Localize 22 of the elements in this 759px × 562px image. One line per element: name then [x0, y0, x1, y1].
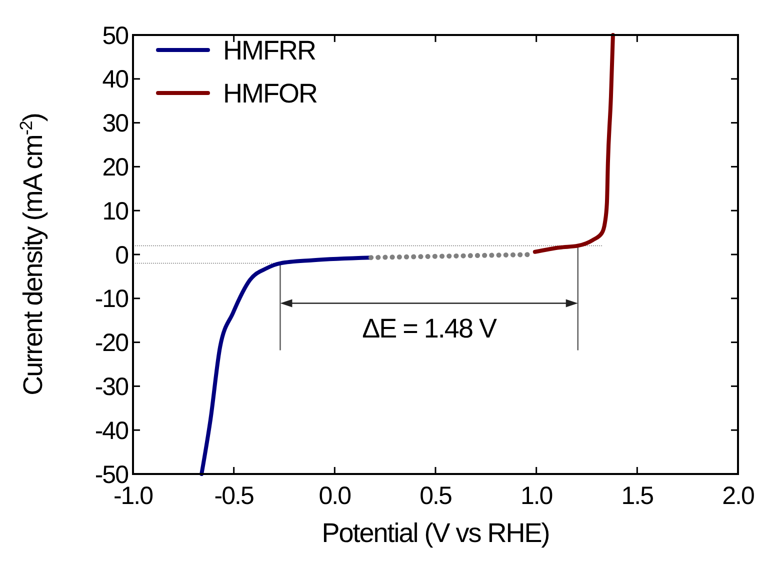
- annotation: ΔE = 1.48 V: [362, 313, 497, 344]
- y-tick-label: 0: [115, 241, 128, 270]
- x-tick-label: 1.5: [621, 482, 654, 510]
- x-tick-label: 1.0: [520, 482, 552, 510]
- y-tick-label: -40: [94, 416, 128, 445]
- x-tick-label: 0.5: [420, 482, 452, 510]
- y-tick-label: -10: [94, 285, 128, 314]
- y-tick-label: -20: [94, 329, 128, 358]
- line-series: [532, 33, 615, 254]
- x-tick-label: 2.0: [722, 482, 754, 510]
- x-tick-label: 0.0: [318, 482, 351, 510]
- x-tick-label: -1.0: [113, 482, 153, 510]
- x-axis-title: Potential (V vs RHE): [322, 518, 550, 548]
- y-tick-label: 30: [102, 110, 128, 138]
- y-tick-label: -30: [94, 372, 128, 401]
- legend-label: HMFOR: [223, 78, 318, 108]
- y-tick-label: 50: [102, 22, 128, 50]
- legend-label: HMFRR: [223, 35, 316, 66]
- x-tick-label: -0.5: [214, 482, 254, 510]
- y-tick-label: 20: [102, 153, 128, 182]
- y-tick-label: 40: [102, 66, 128, 94]
- y-tick-label: 10: [102, 197, 128, 226]
